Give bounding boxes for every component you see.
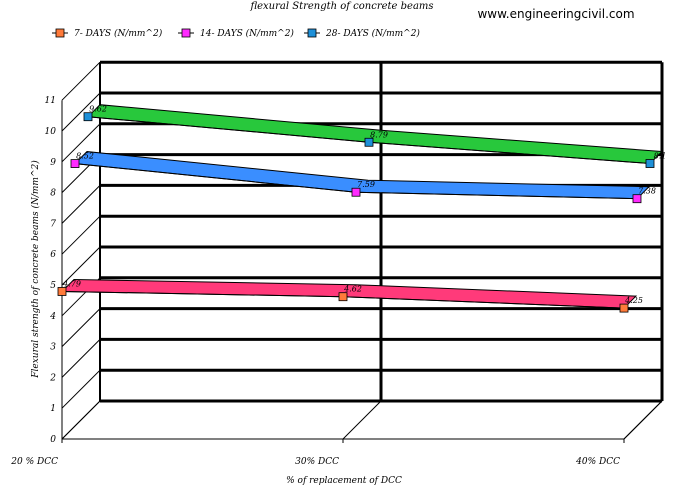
data-label: 7.59 xyxy=(357,180,375,189)
x-tick-label: 20 % DCC xyxy=(10,457,58,467)
data-label: 8.1 xyxy=(654,152,667,161)
y-tick-label: 0 xyxy=(50,435,56,445)
y-tick-label: 10 xyxy=(45,127,57,137)
y-tick-label: 8 xyxy=(50,189,56,199)
website-watermark: www.engineeringcivil.com xyxy=(477,7,634,21)
y-tick-label: 4 xyxy=(49,312,56,322)
y-tick-label: 1 xyxy=(50,404,56,414)
left-wall-gridline xyxy=(61,308,101,347)
legend-swatch xyxy=(55,28,65,38)
legend-label: 7- DAYS (N/mm^2) xyxy=(74,28,163,39)
data-label: 4.79 xyxy=(62,279,81,288)
left-wall-gridline xyxy=(61,246,101,286)
legend-label: 14- DAYS (N/mm^2) xyxy=(200,28,294,39)
legend-label: 28- DAYS (N/mm^2) xyxy=(325,28,420,39)
data-label: 8.79 xyxy=(370,130,388,139)
left-wall-gridline xyxy=(61,61,101,101)
left-wall-gridline xyxy=(61,92,101,132)
legend-swatch xyxy=(307,28,317,38)
left-wall-gridline xyxy=(61,185,101,224)
data-point xyxy=(645,159,655,168)
y-tick-label: 2 xyxy=(49,373,56,383)
floor-gridline xyxy=(61,400,101,440)
left-wall-gridline xyxy=(61,215,101,255)
y-axis-label: Flexural strength of concrete beams (N/m… xyxy=(30,160,41,379)
data-point xyxy=(57,287,67,296)
data-label: 4.62 xyxy=(343,285,362,294)
data-point xyxy=(632,194,642,204)
data-point xyxy=(364,137,374,147)
data-point xyxy=(338,292,348,302)
data-label: 7.38 xyxy=(638,187,656,196)
floor-gridline xyxy=(623,400,663,440)
left-wall-gridline xyxy=(61,123,101,163)
legend: 7- DAYS (N/mm^2) 14- DAYS (N/mm^2) 28- DAY… xyxy=(52,28,420,39)
left-wall-gridline xyxy=(61,339,101,378)
floor-gridline xyxy=(342,400,382,440)
axis-ticks: 0 1 2 3 4 5 6 7 8 9 10 11 20 % DCC 30% DCC 40% DCC xyxy=(10,96,625,467)
x-axis-label: % of replacement of DCC xyxy=(286,476,402,486)
data-point xyxy=(351,187,361,197)
data-label: 4.25 xyxy=(624,296,643,305)
y-tick-label: 3 xyxy=(50,343,56,353)
data-label: 9.62 xyxy=(89,105,107,114)
legend-swatch xyxy=(181,28,191,38)
data-point xyxy=(83,112,93,122)
y-tick-label: 9 xyxy=(50,158,56,168)
series-layer: 4.79 4.62 4.25 8.52 7.59 7.38 9.62 8.79 8.1 xyxy=(57,104,667,313)
left-wall-gridline xyxy=(61,369,101,409)
y-tick-label: 7 xyxy=(50,219,56,229)
data-point xyxy=(619,303,629,313)
chart-title: flexural Strength of concrete beams xyxy=(249,1,433,12)
y-tick-label: 5 xyxy=(50,281,56,291)
x-tick-label: 30% DCC xyxy=(295,457,339,467)
y-tick-label: 6 xyxy=(50,250,56,260)
x-tick-label: 40% DCC xyxy=(575,457,620,467)
y-tick-label: 11 xyxy=(45,96,56,106)
data-label: 8.52 xyxy=(76,152,94,161)
series-ribbon xyxy=(73,151,651,200)
data-point xyxy=(70,159,80,168)
